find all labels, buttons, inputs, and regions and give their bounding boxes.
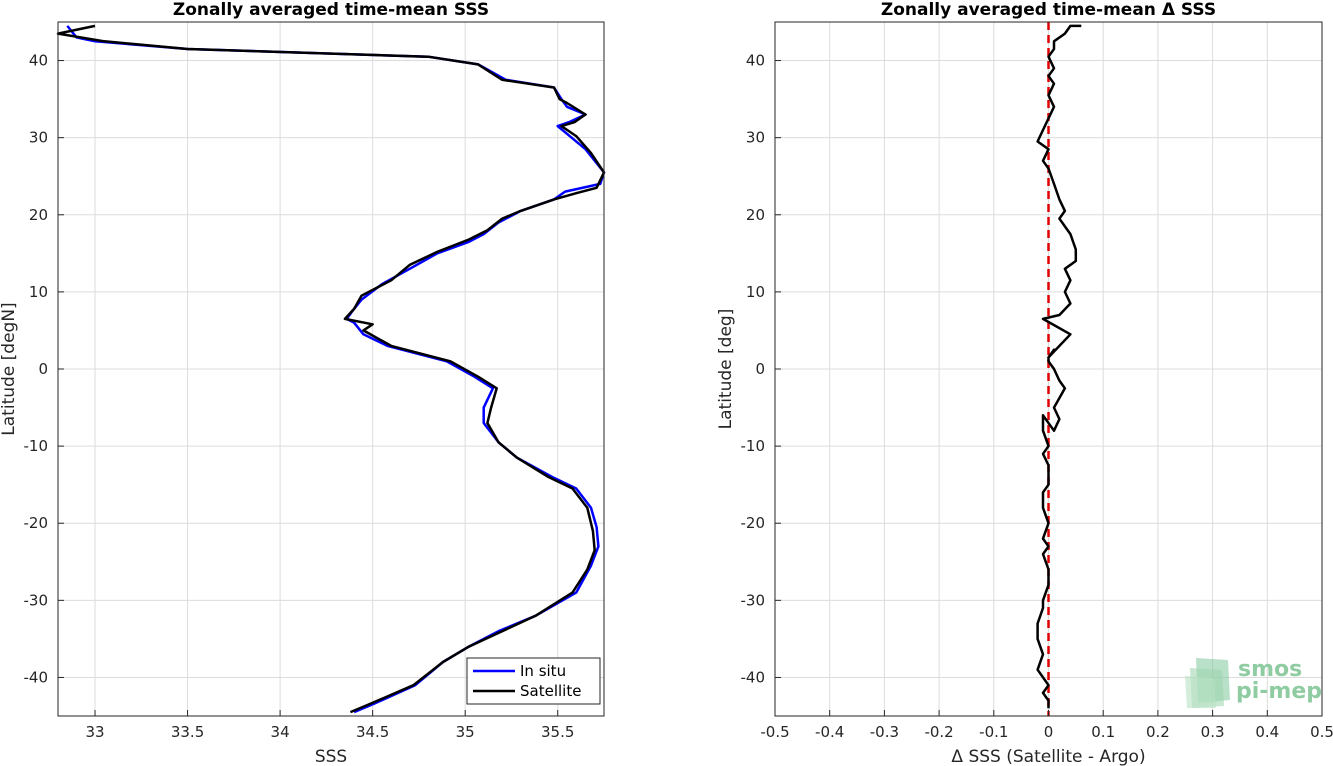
logo-text-pi-mep: pi-mep [1236, 679, 1322, 704]
left-chart-panel: 33 33.5 34 34.5 35 35.5-40-30-20-10010203040 … [0, 0, 606, 766]
series-line-satellite [56, 24, 606, 714]
y-tick-label: -40 [741, 668, 766, 686]
y-tick-label: -40 [24, 668, 49, 686]
x-tick-label: -0.4 [815, 723, 844, 741]
x-tick-label: 0 [1044, 723, 1054, 741]
right-y-axis-label: Latitude [deg] [716, 309, 736, 430]
y-tick-label: -20 [24, 514, 49, 532]
x-tick-label: 0.3 [1201, 723, 1225, 741]
y-tick-label: -20 [741, 514, 766, 532]
x-tick-label: 35.5 [541, 723, 574, 741]
left-chart-title: Zonally averaged time-mean SSS [173, 0, 489, 20]
logo-text-smos: smos [1238, 657, 1302, 682]
right-series [1036, 24, 1082, 709]
x-tick-label: 35 [456, 723, 475, 741]
y-tick-label: -10 [24, 437, 49, 455]
legend-box [466, 657, 601, 705]
left-y-axis-label: Latitude [degN] [0, 302, 19, 435]
y-tick-label: -10 [741, 437, 766, 455]
y-tick-label: 20 [746, 206, 765, 224]
x-tick-label: 34 [271, 723, 290, 741]
x-tick-label: 33.5 [171, 723, 204, 741]
y-tick-label: -30 [741, 591, 766, 609]
left-grid [58, 22, 604, 716]
y-tick-label: 10 [746, 283, 765, 301]
y-tick-label: 40 [29, 52, 48, 70]
x-tick-label: 33 [85, 723, 104, 741]
left-series [56, 24, 606, 714]
x-tick-label: 0.1 [1091, 723, 1115, 741]
x-tick-label: -0.5 [760, 723, 789, 741]
legend-label-satellite: Satellite [520, 682, 581, 700]
left-legend: In situ Satellite [466, 657, 601, 705]
right-tick-labels: -0.5 -0.4 -0.3 -0.2 -0.1 0 0.1 0.2 0.3 0.4 0.5 -40 -… [741, 52, 1333, 741]
delta-sss-line [1036, 24, 1082, 709]
x-tick-label: 0.2 [1146, 723, 1170, 741]
y-tick-label: -30 [24, 591, 49, 609]
x-tick-label: -0.2 [924, 723, 953, 741]
right-chart-title: Zonally averaged time-mean Δ SSS [881, 0, 1216, 20]
x-tick-label: -0.1 [979, 723, 1008, 741]
right-x-axis-label: Δ SSS (Satellite - Argo) [951, 747, 1145, 766]
y-tick-label: 30 [29, 129, 48, 147]
series-line-in-situ [66, 25, 606, 714]
y-tick-label: 30 [746, 129, 765, 147]
x-tick-label: 0.4 [1255, 723, 1279, 741]
y-tick-label: 10 [29, 283, 48, 301]
y-tick-label: 20 [29, 206, 48, 224]
legend-label-in-situ: In situ [520, 662, 566, 680]
y-tick-label: 0 [755, 360, 765, 378]
x-tick-label: 0.5 [1310, 723, 1333, 741]
left-x-axis-label: SSS [315, 747, 347, 766]
right-chart-panel: -0.5 -0.4 -0.3 -0.2 -0.1 0 0.1 0.2 0.3 0.4 0.5 -40 -… [716, 0, 1333, 766]
x-tick-label: -0.3 [870, 723, 899, 741]
smos-pi-mep-logo: smos pi-mep [1185, 657, 1322, 708]
y-tick-label: 40 [746, 52, 765, 70]
x-tick-label: 34.5 [356, 723, 389, 741]
y-tick-label: 0 [38, 360, 48, 378]
left-tick-labels: 33 33.5 34 34.5 35 35.5 -40 -30 -20 -10 0 10 20 30 40 [24, 52, 575, 741]
